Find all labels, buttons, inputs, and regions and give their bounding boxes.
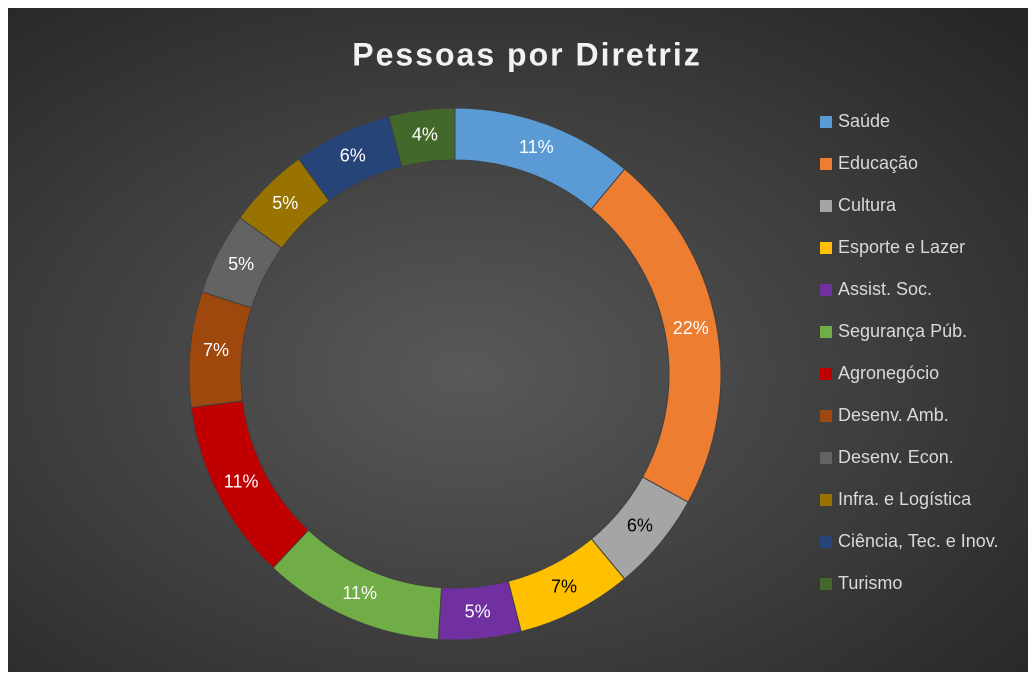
legend-swatch [820,368,832,380]
legend-label: Infra. e Logística [838,489,972,509]
legend-label: Desenv. Econ. [838,447,954,467]
legend-swatch [820,284,832,296]
legend-swatch [820,410,832,422]
data-label: 5% [465,602,491,622]
legend-swatch [820,536,832,548]
donut-segment [388,107,456,168]
data-label: 22% [673,318,709,338]
legend-swatch [820,578,832,590]
legend-label: Educação [838,153,918,173]
legend-label: Segurança Púb. [838,321,967,341]
chart-title: Pessoas por Diretriz [352,36,701,72]
legend-label: Agronegócio [838,363,939,383]
data-label: 4% [412,125,438,145]
data-label: 6% [340,146,366,166]
data-label: 11% [224,472,259,492]
legend-swatch [820,200,832,212]
legend-swatch [820,242,832,254]
data-label: 6% [627,516,653,536]
legend-swatch [820,452,832,464]
legend-swatch [820,326,832,338]
data-label: 11% [342,583,377,603]
legend-label: Saúde [838,111,890,131]
legend-label: Turismo [838,573,902,593]
data-label: 11% [519,137,554,157]
legend-label: Desenv. Amb. [838,405,949,425]
legend-label: Assist. Soc. [838,279,932,299]
legend-label: Esporte e Lazer [838,237,965,257]
data-label: 5% [272,193,298,213]
legend-swatch [820,494,832,506]
data-label: 7% [551,577,577,597]
legend-swatch [820,116,832,128]
legend-swatch [820,158,832,170]
data-label: 7% [203,340,229,360]
legend-label: Ciência, Tec. e Inov. [838,531,998,551]
data-label: 5% [228,254,254,274]
legend-label: Cultura [838,195,897,215]
